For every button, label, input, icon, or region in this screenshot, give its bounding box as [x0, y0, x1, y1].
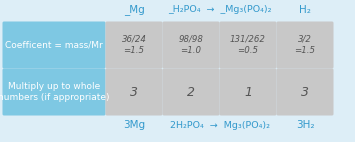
Text: 3Mg: 3Mg [123, 120, 145, 130]
FancyBboxPatch shape [277, 68, 333, 115]
Text: 2H₂PO₄  →  Mg₃(PO₄)₂: 2H₂PO₄ → Mg₃(PO₄)₂ [169, 121, 269, 130]
Text: 2: 2 [187, 85, 195, 99]
FancyBboxPatch shape [105, 21, 163, 68]
Text: _Mg: _Mg [124, 5, 144, 15]
Text: 1: 1 [244, 85, 252, 99]
FancyBboxPatch shape [219, 68, 277, 115]
FancyBboxPatch shape [2, 21, 105, 68]
FancyBboxPatch shape [277, 21, 333, 68]
FancyBboxPatch shape [105, 68, 163, 115]
FancyBboxPatch shape [163, 21, 219, 68]
FancyBboxPatch shape [219, 21, 277, 68]
Text: 131/262
=0.5: 131/262 =0.5 [230, 35, 266, 55]
FancyBboxPatch shape [163, 68, 219, 115]
FancyBboxPatch shape [2, 68, 105, 115]
Text: 3H₂: 3H₂ [296, 120, 314, 130]
Text: 36/24
=1.5: 36/24 =1.5 [121, 35, 147, 55]
Text: 98/98
=1.0: 98/98 =1.0 [179, 35, 203, 55]
Text: 3/2
=1.5: 3/2 =1.5 [295, 35, 316, 55]
Text: 3: 3 [130, 85, 138, 99]
Text: _H₂PO₄  →  _Mg₃(PO₄)₂: _H₂PO₄ → _Mg₃(PO₄)₂ [168, 6, 271, 14]
Text: Multiply up to whole
numbers (if appropriate): Multiply up to whole numbers (if appropr… [0, 82, 110, 102]
Text: Coefficent = mass/Mr: Coefficent = mass/Mr [5, 40, 103, 50]
Text: H₂: H₂ [299, 5, 311, 15]
Text: 3: 3 [301, 85, 309, 99]
